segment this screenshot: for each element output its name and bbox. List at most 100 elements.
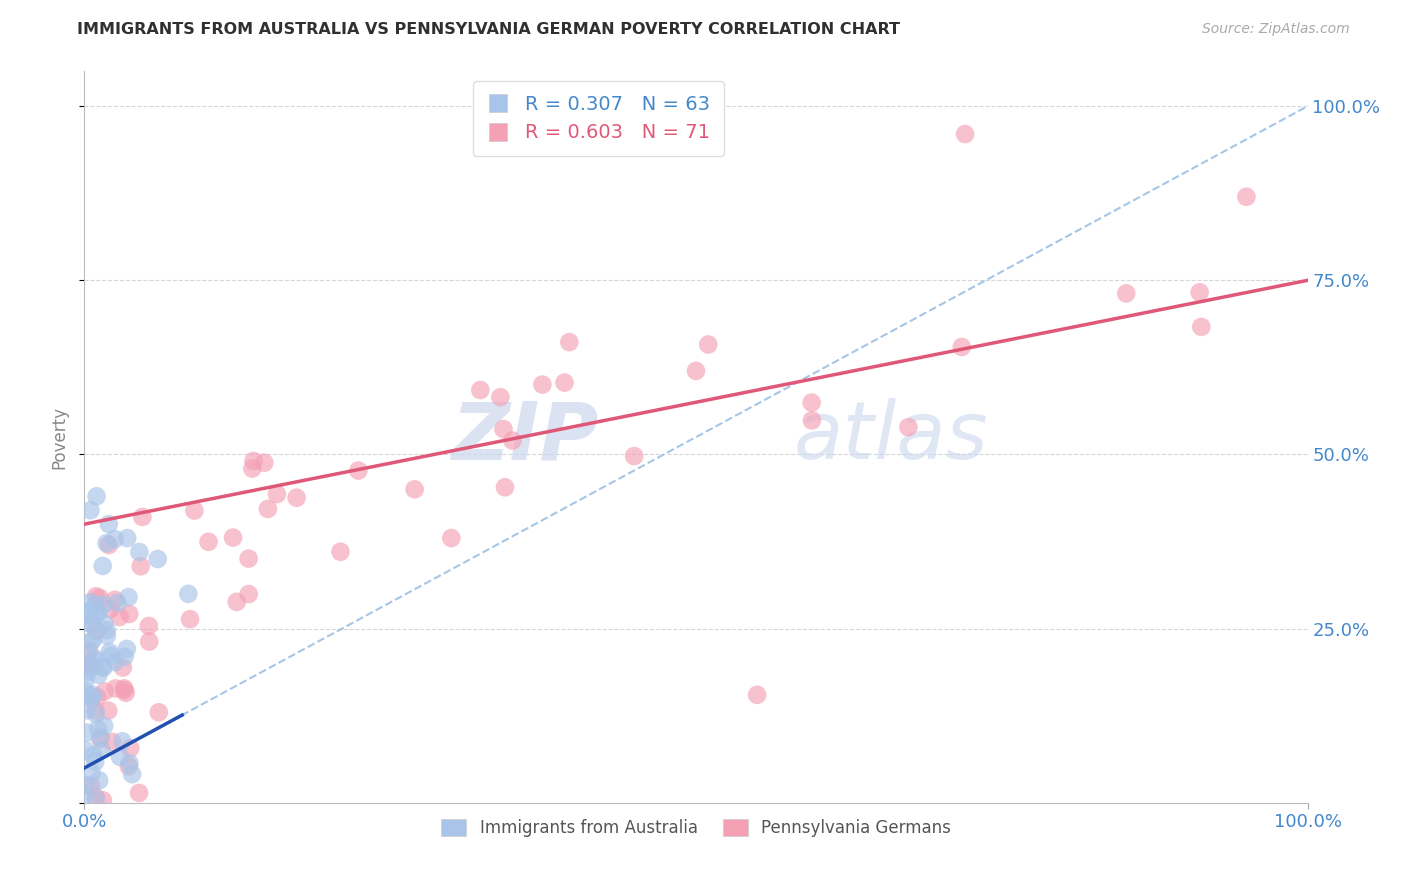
- Point: [128, 545, 150, 559]
- Point: [800, 395, 823, 409]
- Point: [111, 734, 134, 748]
- Legend: Immigrants from Australia, Pennsylvania Germans: Immigrants from Australia, Pennsylvania …: [433, 811, 959, 846]
- Text: IMMIGRANTS FROM AUSTRALIA VS PENNSYLVANIA GERMAN POVERTY CORRELATION CHART: IMMIGRANTS FROM AUSTRALIA VS PENNSYLVANI…: [77, 22, 900, 37]
- Point: [89, 773, 111, 788]
- Point: [89, 731, 111, 745]
- Point: [107, 596, 129, 610]
- Point: [531, 377, 554, 392]
- Point: [112, 683, 135, 698]
- Point: [179, 612, 201, 626]
- Point: [685, 364, 707, 378]
- Point: [177, 587, 200, 601]
- Point: [96, 536, 118, 550]
- Point: [148, 706, 170, 720]
- Point: [100, 648, 122, 663]
- Point: [80, 659, 103, 673]
- Point: [80, 779, 103, 793]
- Y-axis label: Poverty: Poverty: [51, 406, 69, 468]
- Point: [84, 590, 107, 604]
- Point: [104, 655, 127, 669]
- Point: [77, 605, 100, 619]
- Point: [89, 591, 111, 605]
- Point: [84, 704, 107, 718]
- Point: [75, 658, 97, 673]
- Point: [138, 619, 160, 633]
- Point: [800, 413, 823, 427]
- Text: ZIP: ZIP: [451, 398, 598, 476]
- Point: [79, 595, 101, 609]
- Point: [257, 502, 280, 516]
- Point: [93, 616, 115, 631]
- Point: [266, 487, 288, 501]
- Point: [953, 127, 976, 141]
- Point: [76, 703, 98, 717]
- Point: [79, 616, 101, 631]
- Point: [1236, 190, 1258, 204]
- Point: [91, 660, 114, 674]
- Point: [222, 531, 245, 545]
- Point: [98, 602, 121, 616]
- Point: [117, 590, 139, 604]
- Point: [494, 480, 516, 494]
- Point: [87, 668, 110, 682]
- Point: [77, 689, 100, 703]
- Point: [82, 617, 104, 632]
- Point: [75, 647, 97, 661]
- Point: [93, 597, 115, 611]
- Point: [114, 686, 136, 700]
- Point: [73, 743, 96, 757]
- Point: [80, 635, 103, 649]
- Point: [492, 422, 515, 436]
- Point: [90, 743, 112, 757]
- Point: [87, 606, 110, 620]
- Point: [118, 756, 141, 771]
- Point: [240, 461, 263, 475]
- Point: [950, 340, 973, 354]
- Point: [77, 665, 100, 679]
- Point: [108, 749, 131, 764]
- Point: [489, 390, 512, 404]
- Point: [77, 644, 100, 658]
- Point: [329, 545, 352, 559]
- Point: [129, 559, 152, 574]
- Point: [75, 787, 97, 801]
- Point: [1115, 286, 1137, 301]
- Point: [97, 704, 120, 718]
- Point: [97, 517, 120, 532]
- Point: [75, 608, 97, 623]
- Point: [183, 503, 205, 517]
- Point: [558, 335, 581, 350]
- Point: [80, 691, 103, 706]
- Point: [73, 778, 96, 792]
- Point: [440, 531, 463, 545]
- Point: [86, 607, 108, 622]
- Point: [82, 748, 104, 763]
- Point: [93, 719, 115, 733]
- Point: [75, 674, 97, 689]
- Point: [87, 722, 110, 736]
- Point: [93, 660, 115, 674]
- Point: [89, 731, 111, 746]
- Point: [86, 690, 108, 705]
- Point: [111, 660, 134, 674]
- Point: [84, 599, 107, 613]
- Point: [138, 634, 160, 648]
- Point: [1188, 285, 1211, 300]
- Point: [502, 434, 524, 448]
- Point: [120, 741, 142, 756]
- Point: [98, 645, 121, 659]
- Point: [97, 538, 120, 552]
- Point: [118, 607, 141, 621]
- Point: [118, 759, 141, 773]
- Point: [79, 503, 101, 517]
- Point: [104, 592, 127, 607]
- Point: [347, 464, 370, 478]
- Point: [470, 383, 492, 397]
- Point: [84, 791, 107, 805]
- Point: [82, 632, 104, 647]
- Point: [86, 489, 108, 503]
- Point: [131, 510, 153, 524]
- Point: [197, 534, 219, 549]
- Point: [121, 767, 143, 781]
- Text: Source: ZipAtlas.com: Source: ZipAtlas.com: [1202, 22, 1350, 37]
